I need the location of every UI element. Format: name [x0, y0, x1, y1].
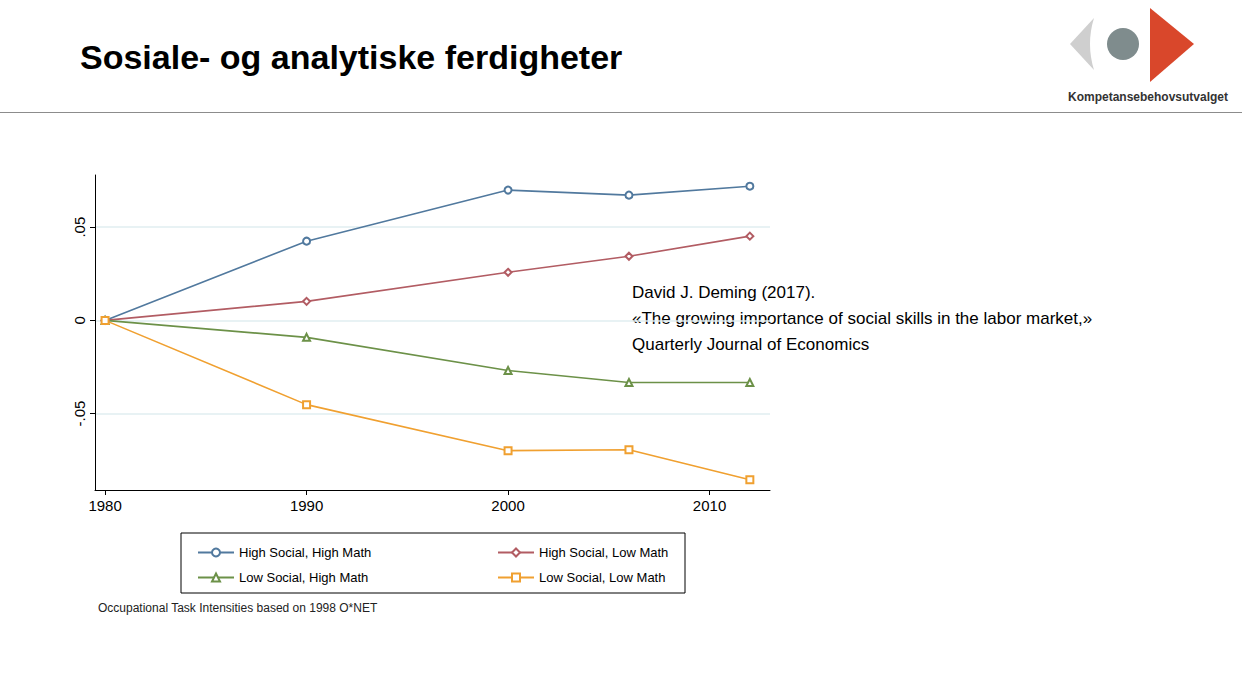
- svg-text:Low Social, Low Math: Low Social, Low Math: [539, 570, 665, 585]
- svg-text:«The growing importance of soc: «The growing importance of social skills…: [632, 309, 1092, 328]
- svg-text:1990: 1990: [290, 497, 323, 514]
- svg-text:David J. Deming (2017).: David J. Deming (2017).: [632, 283, 815, 302]
- svg-text:.05: .05: [71, 217, 88, 238]
- svg-text:0: 0: [71, 316, 88, 324]
- svg-text:2010: 2010: [693, 497, 726, 514]
- svg-text:2000: 2000: [491, 497, 524, 514]
- svg-text:Quarterly Journal of Economics: Quarterly Journal of Economics: [632, 335, 869, 354]
- svg-text:1980: 1980: [88, 497, 121, 514]
- svg-text:Low Social, High Math: Low Social, High Math: [239, 570, 368, 585]
- svg-text:-.05: -.05: [71, 401, 88, 427]
- svg-text:High Social, High Math: High Social, High Math: [239, 545, 371, 560]
- html-text:Sosiale- og analytiske ferdigh: Sosiale- og analytiske ferdigheter: [80, 38, 623, 76]
- svg-text:High Social, Low Math: High Social, Low Math: [539, 545, 668, 560]
- html-text:Kompetansebehovsutvalget: Kompetansebehovsutvalget: [1068, 90, 1228, 104]
- svg-text:Occupational Task Intensities: Occupational Task Intensities based on 1…: [98, 601, 378, 615]
